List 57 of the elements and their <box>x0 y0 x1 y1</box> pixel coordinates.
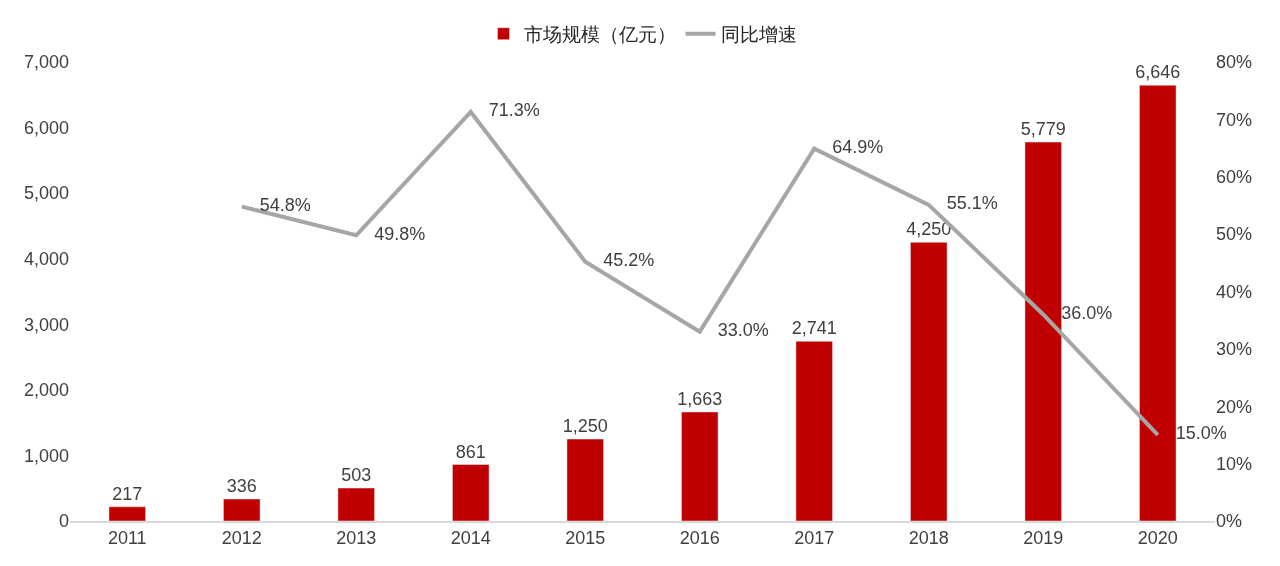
x-tick-label: 2016 <box>679 528 720 549</box>
y-tick-label: 2,000 <box>23 380 69 401</box>
data-label: 71.3% <box>470 100 540 121</box>
y-tick-label: 0 <box>58 511 69 532</box>
x-tick-label: 2017 <box>794 528 835 549</box>
y-tick-label: 6,000 <box>23 117 69 138</box>
data-label: 55.1% <box>928 193 998 214</box>
data-label: 64.9% <box>814 137 884 158</box>
y2-tick-label: 50% <box>1216 224 1253 245</box>
data-label: 36.0% <box>1043 302 1113 323</box>
y2-tick-label: 80% <box>1216 52 1253 73</box>
y-tick-label: 5,000 <box>23 183 69 204</box>
data-label: 6,646 <box>1135 62 1181 83</box>
legend-label: 市场规模（亿元） <box>523 24 676 46</box>
bar <box>223 498 261 521</box>
y2-tick-label: 40% <box>1216 281 1253 302</box>
data-label: 503 <box>341 465 372 486</box>
x-tick-label: 2011 <box>107 528 147 549</box>
x-tick-label: 2013 <box>336 528 377 549</box>
y2-tick-label: 70% <box>1216 109 1253 130</box>
bar <box>337 487 375 521</box>
data-label: 45.2% <box>585 250 655 271</box>
y2-tick-label: 0% <box>1216 511 1243 532</box>
bar <box>1139 84 1177 521</box>
y-tick-label: 1,000 <box>23 445 69 466</box>
x-tick-label: 2018 <box>908 528 949 549</box>
bar <box>566 438 604 521</box>
bar <box>681 411 719 521</box>
data-label: 861 <box>455 441 486 462</box>
x-tick-label: 2014 <box>450 528 491 549</box>
data-label: 1,663 <box>677 388 723 409</box>
data-label: 217 <box>112 483 143 504</box>
y-tick-label: 7,000 <box>23 52 69 73</box>
data-label: 5,779 <box>1020 119 1066 140</box>
x-tick-label: 2015 <box>565 528 606 549</box>
bar <box>452 464 490 521</box>
data-label: 1,250 <box>562 416 608 437</box>
x-tick-label: 2019 <box>1023 528 1064 549</box>
data-label: 33.0% <box>699 320 769 341</box>
data-label: 54.8% <box>241 195 311 216</box>
y2-tick-label: 10% <box>1216 453 1253 474</box>
y-tick-label: 3,000 <box>23 314 69 335</box>
x-tick-label: 2012 <box>221 528 262 549</box>
y-tick-label: 4,000 <box>23 249 69 270</box>
legend-label: 同比增速 <box>720 24 797 46</box>
x-tick-label: 2020 <box>1137 528 1178 549</box>
bar <box>1024 141 1062 521</box>
data-label: 15.0% <box>1157 423 1227 444</box>
data-label: 336 <box>226 475 257 496</box>
bar <box>910 242 948 521</box>
bar <box>108 506 146 521</box>
y2-tick-label: 20% <box>1216 396 1253 417</box>
y2-tick-label: 60% <box>1216 167 1253 188</box>
y2-tick-label: 30% <box>1216 339 1253 360</box>
data-label: 2,741 <box>791 318 837 339</box>
bar <box>795 341 833 521</box>
data-label: 49.8% <box>356 223 426 244</box>
